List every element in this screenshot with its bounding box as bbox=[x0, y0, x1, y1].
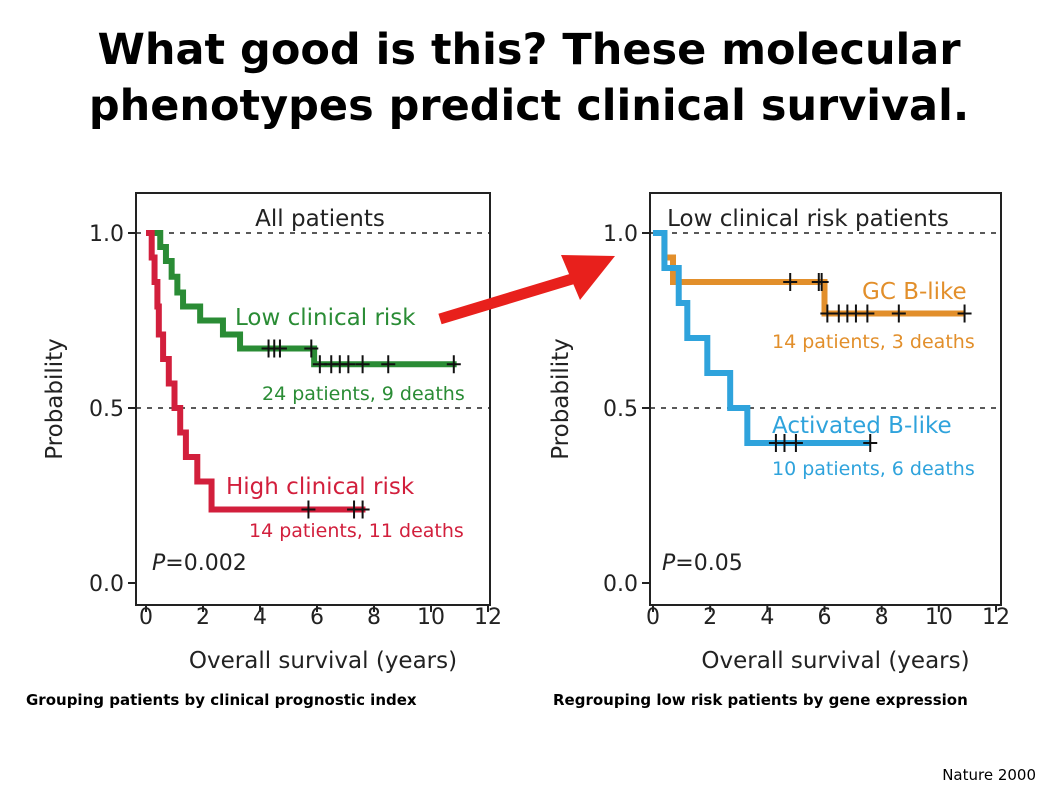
y-axis-label: Probability bbox=[42, 338, 68, 460]
survival-curve bbox=[146, 230, 457, 368]
series-sublabel: 14 patients, 3 deaths bbox=[772, 331, 975, 353]
plot-frame bbox=[135, 192, 491, 606]
x-tick-label: 0 bbox=[646, 605, 660, 630]
p-value-annotation: P=0.002 bbox=[152, 551, 247, 576]
slide-title: What good is this? These molecular pheno… bbox=[0, 22, 1058, 134]
survival-curve bbox=[146, 230, 366, 513]
y-axis-label: Probability bbox=[548, 338, 574, 460]
source-citation: Nature 2000 bbox=[942, 766, 1036, 784]
series-sublabel: 24 patients, 9 deaths bbox=[262, 383, 465, 405]
y-tick-label: 1.0 bbox=[603, 222, 638, 247]
y-tick-label: 1.0 bbox=[89, 222, 124, 247]
series-label: Low clinical risk bbox=[235, 305, 416, 331]
x-tick-label: 2 bbox=[196, 605, 210, 630]
left-chart-caption: Grouping patients by clinical prognostic… bbox=[26, 691, 417, 709]
x-tick-label: 10 bbox=[925, 605, 953, 630]
x-tick-label: 4 bbox=[760, 605, 774, 630]
series-label: GC B-like bbox=[862, 279, 967, 305]
x-tick-label: 4 bbox=[253, 605, 267, 630]
chart-title: All patients bbox=[255, 206, 385, 232]
p-value: =0.05 bbox=[675, 551, 742, 576]
x-tick-label: 2 bbox=[703, 605, 717, 630]
chart-2: 0 2 4 6 8 10 12 0.0 0.5 1.0 Overall survival (year… bbox=[548, 192, 1010, 674]
right-chart-caption: Regrouping low risk patients by gene exp… bbox=[553, 691, 968, 709]
x-tick-label: 8 bbox=[875, 605, 889, 630]
y-tick-label: 0.5 bbox=[603, 397, 638, 422]
connector-arrow-shaft bbox=[438, 273, 574, 325]
survival-curve bbox=[653, 230, 871, 446]
x-tick-label: 12 bbox=[982, 605, 1010, 630]
series-sublabel: 14 patients, 11 deaths bbox=[249, 520, 464, 542]
p-symbol: P bbox=[152, 551, 166, 576]
x-tick-label: 12 bbox=[474, 605, 502, 630]
slide-title-line-2: phenotypes predict clinical survival. bbox=[88, 81, 970, 131]
x-axis-label: Overall survival (years) bbox=[189, 648, 457, 674]
x-axis-label: Overall survival (years) bbox=[701, 648, 969, 674]
slide-title-line-1: What good is this? These molecular bbox=[97, 25, 961, 75]
x-tick-label: 8 bbox=[367, 605, 381, 630]
connector-arrow-head bbox=[561, 255, 615, 300]
x-tick-label: 0 bbox=[139, 605, 153, 630]
p-symbol: P bbox=[662, 551, 676, 576]
p-value-annotation: P=0.05 bbox=[662, 551, 743, 576]
y-tick-label: 0.0 bbox=[89, 572, 124, 597]
x-tick-label: 6 bbox=[310, 605, 324, 630]
y-tick-label: 0.0 bbox=[603, 572, 638, 597]
series-label: High clinical risk bbox=[226, 474, 415, 500]
chart-1: 0 2 4 6 8 10 12 0.0 0.5 1.0 Overall survival (year… bbox=[42, 192, 502, 674]
p-value: =0.002 bbox=[165, 551, 246, 576]
series-sublabel: 10 patients, 6 deaths bbox=[772, 458, 975, 480]
chart-title: Low clinical risk patients bbox=[667, 206, 949, 232]
y-tick-label: 0.5 bbox=[89, 397, 124, 422]
x-tick-label: 6 bbox=[818, 605, 832, 630]
plot-frame bbox=[649, 192, 1002, 606]
x-tick-label: 10 bbox=[417, 605, 445, 630]
series-label: Activated B-like bbox=[772, 413, 952, 439]
